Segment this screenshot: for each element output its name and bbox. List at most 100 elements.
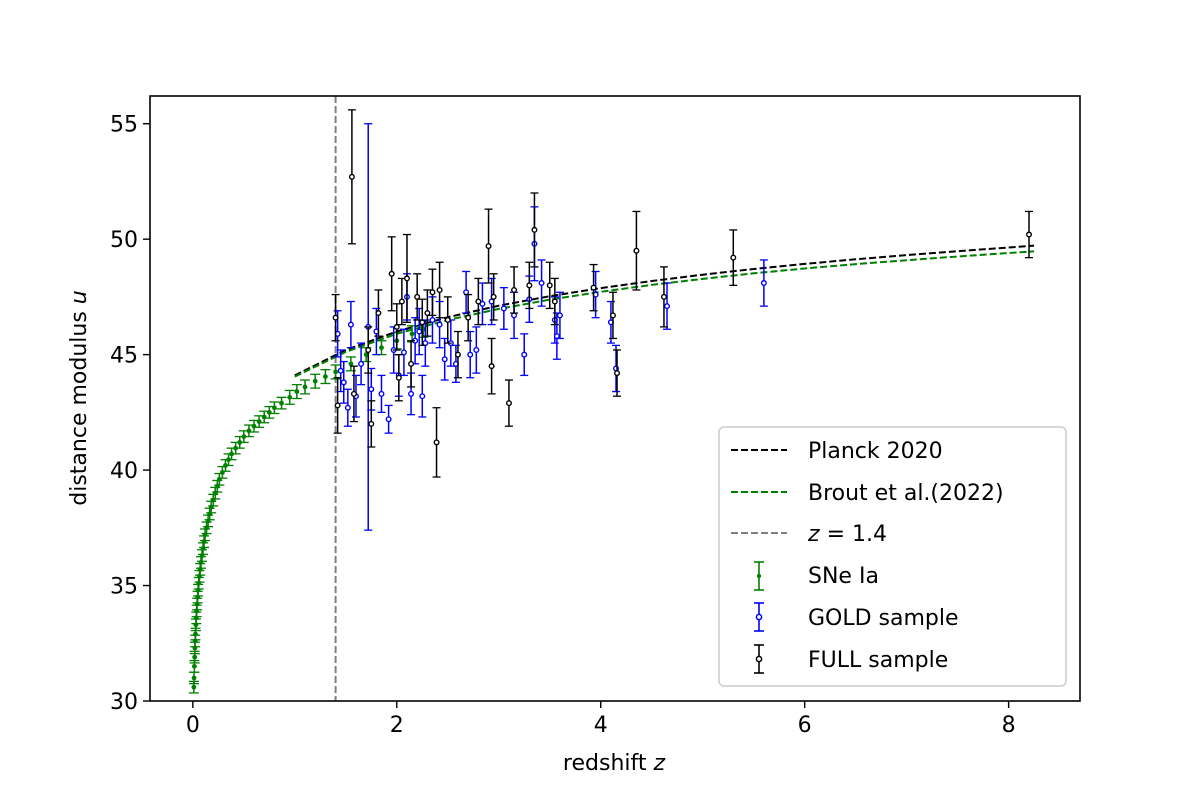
full-sample-point [545, 261, 554, 310]
legend-entry-gold: GOLD sample [754, 602, 959, 632]
full-sample-point [428, 268, 437, 317]
gold-sample-marker [760, 280, 767, 287]
sne-ia-point [300, 379, 310, 395]
sne-ia-point [212, 479, 223, 493]
sne-ia-point [206, 500, 217, 514]
y-tick-label: 30 [110, 690, 138, 715]
full-sample-marker [614, 370, 621, 377]
full-sample-point [589, 263, 598, 312]
gold-sample-point [462, 270, 471, 314]
sne-ia-point [203, 514, 214, 528]
sne-ia-point [200, 528, 211, 542]
legend-entry-sne: SNe Ia [754, 561, 879, 591]
gold-sample-marker [553, 333, 560, 340]
sne-ia-marker [191, 684, 197, 690]
sne-ia-point [243, 424, 254, 438]
full-sample-point [464, 293, 473, 342]
y-tick-label: 45 [110, 344, 138, 369]
full-sample-marker [475, 298, 482, 305]
full-sample-point [504, 379, 513, 427]
gold-sample-point [466, 330, 475, 379]
full-sample-point [387, 236, 396, 312]
gold-sample-point [339, 360, 348, 404]
full-sample-marker [419, 319, 426, 326]
full-sample-marker [454, 351, 461, 358]
sne-ia-marker [192, 654, 198, 660]
gold-sample-marker [556, 312, 563, 319]
full-sample-point [397, 277, 406, 326]
gold-sample-point [336, 349, 345, 393]
full-sample-marker [388, 270, 395, 277]
full-sample-marker [334, 402, 341, 409]
full-sample-point [489, 273, 498, 321]
full-sample-marker [609, 312, 616, 319]
gold-sample-marker [358, 360, 365, 367]
gold-sample-marker [436, 321, 443, 328]
gold-sample-point [418, 374, 427, 418]
full-sample-point [394, 353, 403, 402]
full-sample-marker [551, 298, 558, 305]
gold-sample-point [555, 291, 564, 340]
gold-sample-point [520, 333, 529, 377]
gold-sample-point [384, 404, 393, 434]
legend-label-planck: Planck 2020 [808, 439, 943, 464]
full-sample-point [435, 261, 444, 319]
sne-ia-marker [312, 378, 318, 384]
y-tick-label: 55 [110, 113, 138, 138]
gold-sample-marker [467, 351, 474, 358]
sne-ia-marker [191, 675, 197, 681]
gold-sample-point [346, 300, 355, 349]
sne-ia-point [204, 507, 215, 521]
legend-label-full: FULL sample [808, 648, 948, 673]
full-sample-point [349, 365, 358, 423]
legend-label-gold: GOLD sample [808, 606, 959, 631]
full-sample-marker [429, 289, 436, 296]
full-sample-marker [490, 293, 497, 300]
sne-ia-marker [272, 405, 277, 411]
full-sample-point [374, 289, 383, 337]
sne-ia-marker [279, 400, 284, 406]
full-sample-marker [403, 275, 410, 282]
full-sample-marker [485, 243, 492, 250]
full-sample-point [613, 349, 622, 397]
gold-sample-marker [441, 356, 448, 363]
sne-ia-marker [363, 352, 369, 358]
legend-marker-gold-dot [755, 613, 763, 621]
x-tick-label: 8 [1002, 713, 1016, 738]
sne-ia-point [291, 383, 302, 400]
x-tick-label: 6 [798, 713, 812, 738]
full-sample-point [432, 407, 441, 478]
gold-sample-point [478, 282, 487, 326]
y-tick-label: 40 [110, 459, 138, 484]
full-sample-point [407, 340, 416, 388]
x-tick-label: 2 [390, 713, 404, 738]
planck-curve [294, 244, 1035, 377]
full-sample-point [484, 208, 493, 284]
sne-ia-marker [241, 434, 247, 440]
full-sample-marker [368, 420, 375, 427]
full-sample-marker [395, 374, 402, 381]
gold-sample-point [759, 259, 768, 307]
full-sample-point [331, 293, 340, 342]
sne-ia-point [198, 542, 209, 556]
sne-ia-point [199, 535, 210, 549]
gold-sample-marker [340, 379, 347, 386]
full-sample-marker [465, 314, 472, 321]
sne-ia-point [376, 340, 387, 356]
full-sample-point [333, 377, 342, 434]
gold-sample-point [377, 374, 386, 414]
full-sample-marker [414, 293, 421, 300]
sne-ia-point [269, 401, 280, 415]
full-sample-marker [348, 173, 355, 180]
gold-sample-marker [473, 347, 480, 354]
x-tick-label: 0 [186, 713, 200, 738]
full-sample-marker [375, 310, 382, 317]
legend-entry-full: FULL sample [754, 644, 948, 674]
gold-sample-marker [385, 416, 392, 423]
full-sample-marker [433, 439, 440, 446]
sne-ia-point [210, 486, 221, 500]
x-tick-label: 4 [594, 713, 608, 738]
gold-sample-point [537, 259, 546, 307]
gold-sample-marker [419, 393, 426, 400]
sne-ia-point [201, 521, 212, 535]
